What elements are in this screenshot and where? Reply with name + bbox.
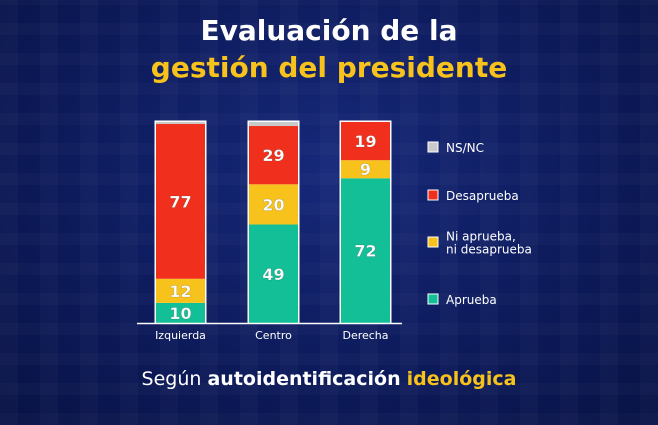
data-label: 12 — [169, 282, 191, 301]
data-label: 29 — [262, 146, 284, 165]
legend-label-ns-nc: NS/NC — [446, 141, 484, 155]
bar-segment-derecha-ni-aprueba-ni-desaprueba — [341, 160, 390, 179]
legend-label-ni-aprueba-ni-desaprueba: ni desaprueba — [446, 243, 532, 257]
footer-bold: autoidentificación — [207, 368, 401, 390]
x-tick-label-derecha: Derecha — [342, 329, 388, 342]
bar-segment-izquierda-aprueba — [156, 302, 205, 323]
footer-caption: Según autoidentificación ideológica — [0, 368, 658, 390]
bar-segment-centro-desaprueba — [249, 126, 298, 185]
chart-title: Evaluación de la gestión del presidente — [0, 12, 658, 86]
legend-label-aprueba: Aprueba — [446, 293, 497, 307]
data-label: 19 — [354, 132, 376, 151]
data-label: 77 — [169, 192, 191, 211]
bar-segment-izquierda-ns-nc — [156, 122, 205, 125]
footer-highlight: ideológica — [406, 368, 517, 390]
bar-segment-izquierda-desaprueba — [156, 124, 205, 279]
x-tick-label-izquierda: Izquierda — [155, 329, 206, 342]
legend-swatch-ns-nc — [427, 141, 439, 153]
x-tick-label-centro: Centro — [255, 329, 292, 342]
data-label: 9 — [360, 160, 371, 179]
data-label: 20 — [262, 195, 284, 214]
bar-segment-izquierda-ni-aprueba-ni-desaprueba — [156, 278, 205, 303]
bar-segment-centro-ns-nc — [249, 122, 298, 127]
legend-swatch-ni-aprueba-ni-desaprueba — [427, 236, 439, 248]
legend-label-desaprueba: Desaprueba — [446, 189, 519, 203]
legend-swatch-desaprueba — [427, 189, 439, 201]
legend-label-ni-aprueba-ni-desaprueba: Ni aprueba, — [446, 230, 516, 244]
bar-segment-centro-aprueba — [249, 224, 298, 323]
bar-segment-derecha-desaprueba — [341, 122, 390, 161]
bar-segment-derecha-aprueba — [341, 178, 390, 323]
legend-swatch-aprueba — [427, 293, 439, 305]
data-label: 10 — [169, 304, 191, 323]
data-label: 72 — [354, 242, 376, 261]
title-line-1: Evaluación de la — [200, 14, 458, 47]
data-label: 49 — [262, 265, 284, 284]
bar-segment-centro-ni-aprueba-ni-desaprueba — [249, 184, 298, 225]
footer-prefix: Según — [141, 368, 202, 390]
title-line-2: gestión del presidente — [150, 51, 508, 84]
